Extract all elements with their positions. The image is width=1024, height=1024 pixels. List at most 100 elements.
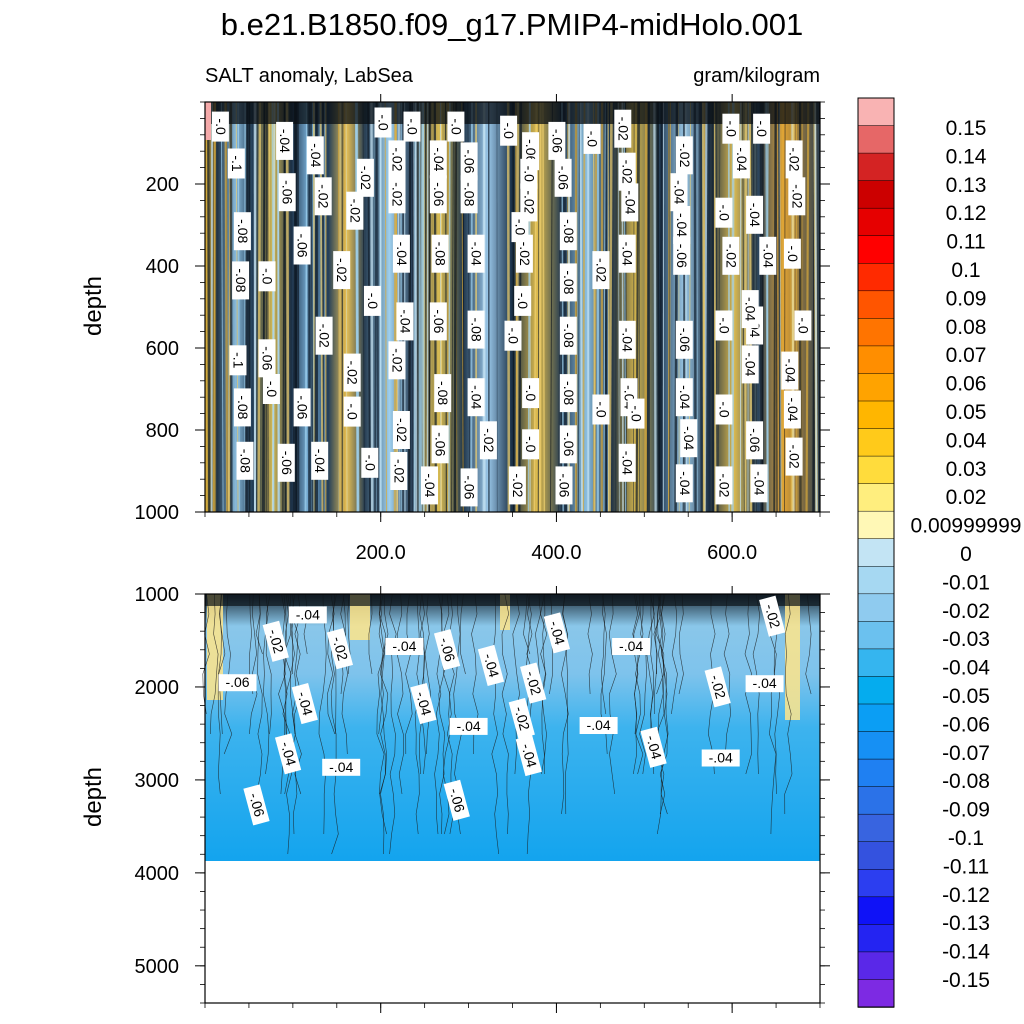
contour-label-text: -.02 <box>523 669 545 697</box>
contour-label-box <box>293 388 311 427</box>
lower-contour-line <box>657 593 664 755</box>
upper-streak-line <box>699 101 704 513</box>
contour-label: -.02 <box>479 421 497 460</box>
contour-label-text: -.0 <box>523 385 539 402</box>
contour-label-box <box>434 374 452 413</box>
colorbar-swatch <box>857 345 895 375</box>
units-subtitle: gram/kilogram <box>693 65 820 87</box>
contour-label-box <box>293 226 311 265</box>
colorbar-swatch <box>857 648 895 678</box>
contour-label: -.04 <box>311 441 329 480</box>
lower-contour-line <box>218 593 226 735</box>
lower-contour-line <box>562 593 569 815</box>
contour-label: -.04 <box>274 733 302 775</box>
contour-label-text: -.0 <box>716 317 732 334</box>
contour-label-text: -.06 <box>437 636 459 664</box>
lower-contour-line <box>376 593 385 795</box>
colorbar-swatch <box>857 538 895 568</box>
contour-label: -.02 <box>508 466 526 505</box>
upper-streak-line <box>448 101 451 513</box>
x-tick-label: 400.0 <box>531 542 581 564</box>
contour-label-box <box>460 468 478 507</box>
lower-contour-line <box>389 593 397 855</box>
contour-label: -.0 <box>722 113 740 144</box>
upper-streak-line <box>413 101 415 513</box>
contour-label-text: -.0 <box>506 328 522 345</box>
contour-label-box <box>592 251 610 290</box>
lower-y-ticks: 1000 2000 3000 4000 5000 <box>135 584 830 1004</box>
lower-panel: -.04-.02 -.02 -.04 -.06-.04 -.04-.04-.02-.06… <box>80 584 830 1004</box>
contour-label-box <box>514 285 532 316</box>
contour-label-text: -.04 <box>469 242 485 266</box>
contour-label-text: -.02 <box>511 705 533 733</box>
contour-label-text: -.02 <box>787 147 803 171</box>
contour-label-text: -.02 <box>787 445 803 469</box>
contour-label: -.04 <box>618 320 636 359</box>
contour-label: -.1 <box>229 345 247 376</box>
y-tick-label: 400 <box>146 256 179 278</box>
lower-contour-line <box>541 593 547 775</box>
contour-label-box <box>522 429 540 460</box>
contour-label-box <box>390 452 408 490</box>
contour-label-text: -.0 <box>260 268 276 285</box>
contour-label-box <box>467 310 485 349</box>
colorbar-label: 0.06 <box>946 373 987 396</box>
upper-streak-line <box>271 101 275 513</box>
contour-label: -.04 <box>750 464 768 503</box>
contour-label-text: -.04 <box>619 638 643 654</box>
colorbar-swatch <box>857 703 895 733</box>
contour-label: -.02 <box>614 109 632 148</box>
contour-label-text: -.0 <box>376 114 392 131</box>
contour-label-box <box>612 638 651 655</box>
contour-label-box <box>759 595 786 637</box>
contour-label: -.08 <box>434 374 452 413</box>
contour-label: -.04 <box>741 345 759 384</box>
colorbar-label: 0.04 <box>946 429 987 452</box>
contour-label-box <box>433 629 461 671</box>
contour-label-text: -.08 <box>433 242 449 266</box>
contour-label-box <box>715 310 733 341</box>
contour-label: -.04 <box>467 234 485 273</box>
contour-label-text: -.04 <box>469 385 485 409</box>
upper-streak-line <box>542 101 546 513</box>
contour-label-box <box>443 779 470 821</box>
contour-label-text: -.04 <box>734 147 750 171</box>
colorbar-label: 0.00999999 <box>911 515 1022 538</box>
colorbar-swatch <box>857 290 895 320</box>
colorbar-label: -0.06 <box>942 713 990 736</box>
lower-contour-line <box>535 593 541 675</box>
colorbar-swatch <box>857 621 895 650</box>
contour-label-text: -.0 <box>362 455 378 472</box>
contour-label: -.02 <box>788 177 806 216</box>
contour-label-text: -.0 <box>405 118 421 135</box>
contour-label: -.02 <box>333 251 351 290</box>
contour-label-box <box>746 195 764 234</box>
lower-contour-line <box>805 593 812 695</box>
contour-label-text: -.04 <box>672 180 688 204</box>
contour-label-box <box>467 234 485 273</box>
contour-label: -.06 <box>675 320 693 359</box>
lower-contour-line <box>512 593 520 775</box>
lower-contour-line <box>459 593 466 675</box>
colorbar-swatch <box>857 731 895 760</box>
upper-streak-line <box>292 101 297 513</box>
upper-streak-line <box>257 101 262 513</box>
contour-label-text: -.02 <box>390 348 406 372</box>
contour-label-text: -.02 <box>723 244 739 268</box>
contour-label-box <box>431 234 449 273</box>
colorbar-swatch <box>857 97 895 127</box>
contour-label-box <box>346 191 364 230</box>
lower-contour-line <box>424 593 432 755</box>
lower-contour-line <box>405 593 413 755</box>
contour-label-box <box>315 316 333 355</box>
contour-label-text: -.02 <box>391 459 407 483</box>
contour-label-text: -.0 <box>365 293 381 310</box>
contour-label-text: -.0 <box>523 436 539 453</box>
upper-streak-line <box>282 101 285 513</box>
contour-label: -.0 <box>343 396 361 427</box>
contour-label: -.02 <box>715 466 733 505</box>
contour-label-box <box>559 425 577 464</box>
lower-contour-line <box>318 593 327 835</box>
colorbar-swatch <box>857 510 895 540</box>
contour-label: -.0 <box>258 261 276 292</box>
